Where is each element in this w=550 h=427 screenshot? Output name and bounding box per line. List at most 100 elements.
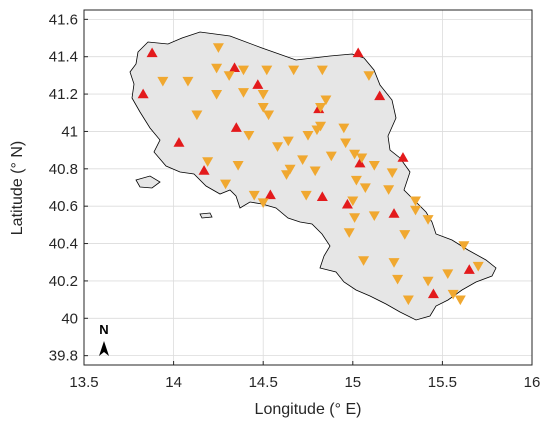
station-marker-down: [349, 149, 361, 160]
north-arrow: N: [99, 322, 109, 356]
station-marker-down: [458, 241, 470, 251]
station-marker-down: [182, 76, 194, 87]
station-marker-down: [356, 153, 368, 164]
y-tick-label: 40.4: [49, 236, 78, 253]
station-marker-up: [252, 79, 264, 89]
station-marker-down: [223, 71, 235, 81]
north-arrow-icon: [99, 341, 109, 356]
station-marker-down: [410, 205, 422, 216]
station-marker-down: [350, 175, 362, 186]
x-tick-label: 14: [165, 374, 182, 391]
station-marker-down: [388, 258, 400, 268]
station-marker-down: [338, 123, 350, 134]
station-marker-down: [340, 138, 352, 149]
station-marker-down: [202, 157, 214, 167]
station-marker-down: [211, 63, 223, 74]
station-marker-down: [300, 190, 312, 201]
y-tick-label: 40.6: [49, 198, 78, 215]
station-marker-up: [230, 122, 242, 132]
x-tick-label: 15: [344, 374, 361, 391]
station-marker-up: [388, 208, 400, 218]
axes-box: [83, 9, 533, 366]
station-marker-down: [272, 142, 284, 152]
station-marker-down: [422, 276, 434, 287]
station-marker-down: [402, 295, 414, 306]
station-marker-down: [368, 160, 380, 171]
station-marker-up: [146, 47, 158, 58]
north-arrow-label: N: [99, 322, 108, 337]
station-marker-up: [316, 191, 328, 201]
y-tick-label: 40: [61, 310, 78, 327]
campania-mainland: [129, 31, 497, 321]
station-markers: [137, 43, 484, 306]
station-marker-up: [198, 165, 210, 175]
station-marker-down: [359, 183, 371, 193]
y-axis-ticks: 39.8 40 40.2 40.4 40.6 40.8 41 41.2 41.4 41.6: [49, 11, 88, 365]
x-tick-label: 16: [524, 374, 541, 391]
station-marker-down: [212, 43, 224, 53]
station-marker-down: [399, 230, 411, 240]
x-tick-label: 13.5: [69, 374, 98, 391]
station-marker-down: [243, 131, 255, 141]
station-marker-up: [341, 198, 353, 209]
station-marker-down: [315, 103, 327, 113]
station-marker-down: [288, 65, 300, 76]
station-marker-down: [302, 131, 314, 141]
station-marker-up: [354, 157, 366, 168]
station-marker-down: [383, 185, 395, 195]
station-marker-up: [264, 189, 276, 200]
station-marker-down: [257, 198, 269, 208]
station-marker-down: [309, 166, 321, 177]
station-marker-down: [248, 190, 260, 201]
station-marker-down: [261, 65, 273, 76]
station-marker-down: [257, 103, 269, 113]
station-marker-down: [472, 261, 484, 272]
x-tick-label: 14.5: [249, 374, 278, 391]
station-marker-up: [397, 152, 409, 162]
station-marker-down: [454, 295, 466, 306]
station-marker-down: [157, 76, 169, 87]
y-tick-label: 39.8: [49, 348, 78, 365]
station-marker-down: [280, 170, 292, 180]
station-marker-down: [349, 213, 361, 223]
x-axis-ticks: 13.5 14 14.5 15 15.5 16: [69, 361, 540, 391]
station-marker-down: [442, 269, 454, 279]
region-shape: [129, 31, 497, 321]
station-marker-down: [220, 179, 232, 190]
station-marker-down: [232, 160, 244, 171]
station-marker-up: [137, 88, 149, 99]
station-marker-down: [347, 196, 359, 207]
station-marker-up: [229, 62, 241, 73]
station-marker-up: [374, 90, 386, 101]
y-tick-label: 41.2: [49, 86, 78, 103]
station-marker-down: [297, 155, 309, 165]
station-marker-down: [343, 228, 355, 238]
station-marker-down: [315, 121, 327, 132]
station-marker-down: [392, 274, 404, 285]
station-marker-up: [173, 137, 185, 147]
station-marker-down: [237, 65, 249, 76]
station-marker-down: [325, 151, 337, 162]
station-marker-down: [386, 168, 398, 179]
station-marker-down: [410, 196, 422, 207]
station-marker-down: [320, 95, 332, 106]
station-marker-down: [363, 71, 375, 81]
station-marker-down: [191, 110, 203, 121]
station-marker-down: [422, 215, 434, 225]
station-marker-down: [368, 211, 380, 222]
y-axis-title: Latitude (° N): [9, 141, 26, 235]
station-marker-down: [316, 65, 328, 76]
station-marker-up: [463, 264, 475, 274]
station-marker-down: [263, 110, 275, 121]
station-marker-down: [284, 164, 296, 175]
y-tick-label: 41.6: [49, 11, 78, 28]
station-marker-down: [237, 88, 249, 98]
station-marker-down: [282, 136, 294, 147]
x-axis-title: Longitude (° E): [255, 401, 362, 418]
station-marker-down: [211, 89, 223, 100]
station-marker-down: [257, 89, 269, 100]
y-tick-label: 41: [61, 123, 78, 140]
station-marker-up: [352, 47, 364, 58]
y-tick-label: 40.2: [49, 273, 78, 290]
